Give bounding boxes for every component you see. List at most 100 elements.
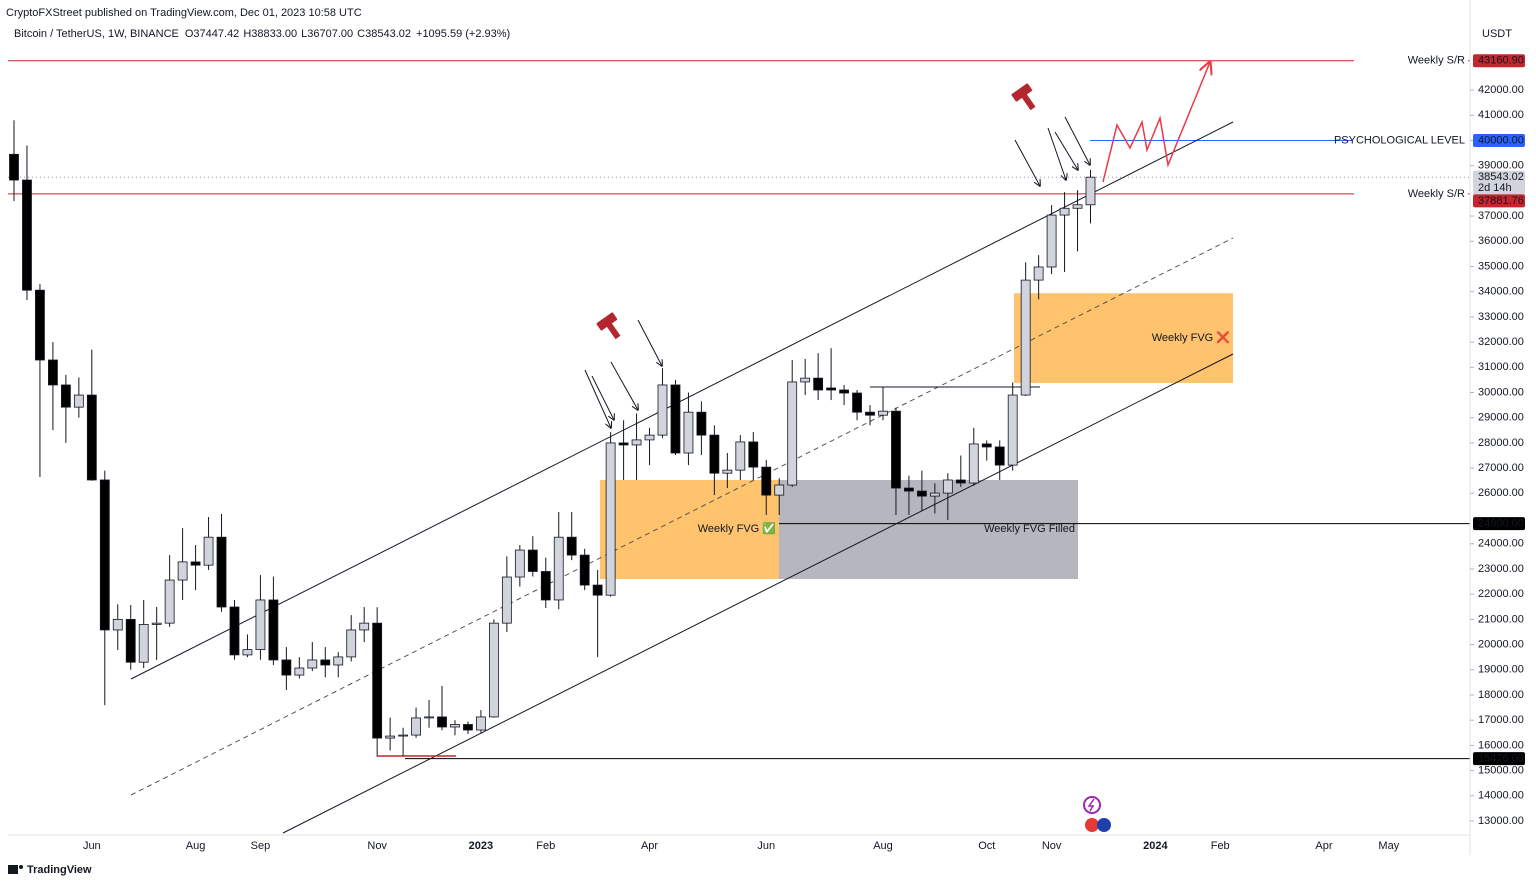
candle-body	[852, 392, 862, 413]
candle-body	[1020, 279, 1031, 396]
candle-body	[398, 734, 409, 737]
field-key: H	[243, 28, 251, 40]
price-label: 15476.00	[1478, 753, 1524, 765]
y-tick-label: 29000.00	[1478, 412, 1524, 424]
candle-body	[86, 394, 97, 481]
price-label-bg	[1473, 752, 1525, 766]
candle-body	[112, 618, 123, 631]
candle-body	[761, 466, 772, 496]
fvg-label: Weekly FVG Filled	[984, 523, 1075, 535]
candle-body	[476, 716, 486, 731]
candle-body	[514, 549, 525, 578]
candle-body	[151, 622, 162, 625]
candle-body	[553, 536, 564, 601]
candle-body	[722, 469, 733, 474]
candle-body	[644, 434, 655, 441]
price-label-bg	[1473, 170, 1525, 195]
candle-body	[411, 717, 421, 736]
candle-body	[372, 622, 383, 739]
candle-body	[35, 289, 45, 361]
currency: USDT	[1482, 28, 1512, 40]
price-label-bg	[1473, 517, 1525, 531]
x-tick-label: Feb	[536, 840, 555, 852]
level-name-bg	[1354, 53, 1468, 68]
x-tick-label: Nov	[367, 840, 387, 852]
y-tick-label: 39000.00	[1478, 160, 1524, 172]
price-label: 38543.02	[1478, 171, 1524, 183]
price-label-bg	[1473, 54, 1525, 68]
candle-body	[177, 561, 188, 581]
axes: 13000.00 14000.00 15000.00 16000.00 17000.00…	[83, 84, 1524, 852]
candle-body	[501, 576, 512, 624]
y-tick-label: 35000.00	[1478, 260, 1524, 272]
y-tick-label: 28000.00	[1478, 437, 1524, 449]
field-key: L	[301, 28, 307, 40]
candle-body	[618, 442, 629, 446]
candle-body	[748, 441, 759, 468]
fvg-label: Weekly FVG ❌	[1152, 331, 1231, 344]
candle-body	[566, 536, 577, 556]
level-name-bg	[1354, 186, 1468, 201]
channel-lower	[282, 353, 1234, 834]
candle-body	[631, 439, 642, 446]
candle-body	[1007, 394, 1018, 466]
field-value: 38543.02	[365, 28, 411, 40]
candle-body	[242, 649, 253, 656]
candle-body	[1072, 204, 1083, 209]
candle-body	[774, 484, 785, 496]
y-tick-label: 18000.00	[1478, 689, 1524, 701]
zones: Weekly FVG ✅ Weekly FVG Filled Weekly FVG …	[600, 293, 1233, 580]
y-tick-label: 14000.00	[1478, 790, 1524, 802]
candle-body	[255, 599, 266, 651]
candle-body	[450, 724, 460, 728]
candles	[9, 120, 1096, 757]
candle-body	[579, 554, 590, 586]
y-tick-label: 36000.00	[1478, 235, 1524, 247]
fvg-label: Weekly FVG ✅	[698, 522, 777, 535]
x-tick-label: Oct	[978, 840, 995, 852]
hammer-icon	[1011, 83, 1036, 111]
y-tick-label: 16000.00	[1478, 739, 1524, 751]
candle-body	[787, 381, 798, 486]
candle-body	[968, 443, 979, 484]
footer: TradingView	[27, 864, 92, 876]
candle-body	[981, 443, 992, 448]
candle-body	[216, 536, 227, 608]
channel-middle	[130, 237, 1234, 796]
candle-body	[164, 579, 175, 624]
x-tick-label: Apr	[1315, 840, 1332, 852]
event-icons	[1083, 796, 1111, 832]
candle-body	[696, 411, 707, 436]
candle-body	[22, 179, 32, 291]
countdown: 2d 14h	[1478, 182, 1512, 194]
y-tick-label: 42000.00	[1478, 84, 1524, 96]
x-tick-label: Feb	[1211, 840, 1230, 852]
drawings	[130, 62, 1234, 834]
candle-body	[540, 571, 551, 601]
candle-body	[463, 724, 473, 731]
levels: Weekly S/R PSYCHOLOGICAL LEVEL Weekly S/R	[8, 53, 1470, 760]
y-tick-label: 37000.00	[1478, 210, 1524, 222]
candle-body	[942, 479, 953, 494]
change: +1095.59 (+2.93%)	[416, 28, 510, 40]
candle-body	[138, 624, 149, 663]
field-value: 36707.00	[307, 28, 353, 40]
y-tick-label: 20000.00	[1478, 638, 1524, 650]
candle-body	[60, 384, 71, 408]
candle-body	[917, 490, 927, 497]
legend: Bitcoin / TetherUS, 1W, BINANCE O37447.42…	[14, 28, 510, 40]
fvg-zone	[600, 479, 779, 580]
y-tick-label: 19000.00	[1478, 664, 1524, 676]
level-name: Weekly S/R	[1408, 55, 1465, 67]
candle-body	[73, 394, 84, 408]
logo: TradingView	[8, 864, 92, 876]
price-label-bg	[1473, 194, 1525, 208]
y-tick-label: 22000.00	[1478, 588, 1524, 600]
candle-body	[346, 629, 357, 658]
x-tick-label: Aug	[186, 840, 206, 852]
candle-body	[9, 153, 19, 181]
y-tick-label: 27000.00	[1478, 462, 1524, 474]
candle-body	[359, 622, 370, 631]
y-tick-label: 34000.00	[1478, 286, 1524, 298]
